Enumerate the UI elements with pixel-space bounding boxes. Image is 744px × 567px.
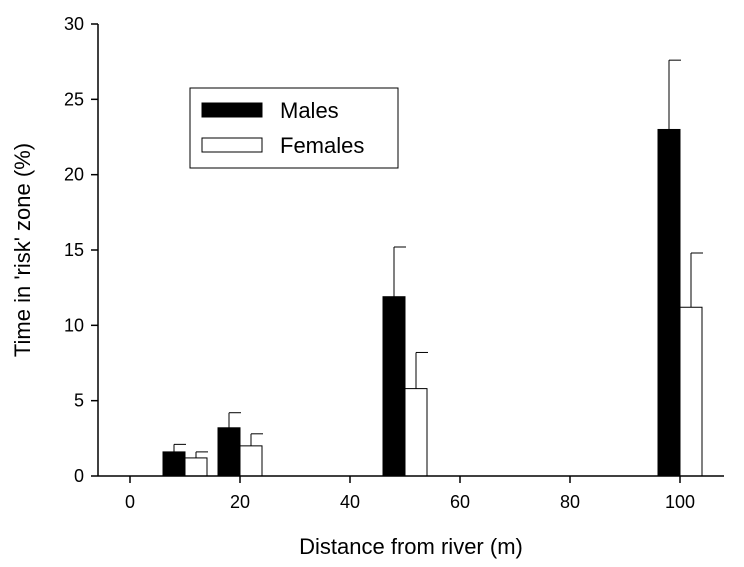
y-tick-label: 0 (74, 466, 84, 486)
y-tick-label: 30 (64, 14, 84, 34)
bar-females-20 (239, 445, 263, 477)
y-tick-label: 5 (74, 391, 84, 411)
legend-swatch-males (201, 102, 263, 118)
bar-males-10 (162, 451, 186, 477)
y-tick-label: 25 (64, 89, 84, 109)
x-tick-label: 60 (450, 492, 470, 512)
x-tick-label: 100 (665, 492, 695, 512)
bar-males-20 (217, 427, 241, 477)
axes: 0 5 10 15 20 25 30 0 20 40 60 80 100 (64, 14, 724, 512)
y-axis-title: Time in 'risk' zone (%) (10, 143, 35, 357)
legend-label-males: Males (280, 98, 339, 123)
x-tick-label: 20 (230, 492, 250, 512)
legend: Males Females (189, 87, 399, 169)
x-axis-title: Distance from river (m) (299, 534, 523, 559)
y-tick-label: 10 (64, 315, 84, 335)
bar-males-50 (382, 296, 406, 477)
legend-label-females: Females (280, 133, 364, 158)
x-tick-label: 80 (560, 492, 580, 512)
bar-females-100 (679, 306, 703, 477)
x-tick-label: 0 (125, 492, 135, 512)
y-tick-label: 20 (64, 165, 84, 185)
legend-swatch-females (201, 137, 263, 153)
y-tick-label: 15 (64, 240, 84, 260)
bar-males-100 (657, 128, 681, 477)
bar-females-50 (404, 388, 428, 477)
bar-females-10 (184, 457, 208, 477)
x-tick-label: 40 (340, 492, 360, 512)
legend-frame (189, 87, 399, 169)
